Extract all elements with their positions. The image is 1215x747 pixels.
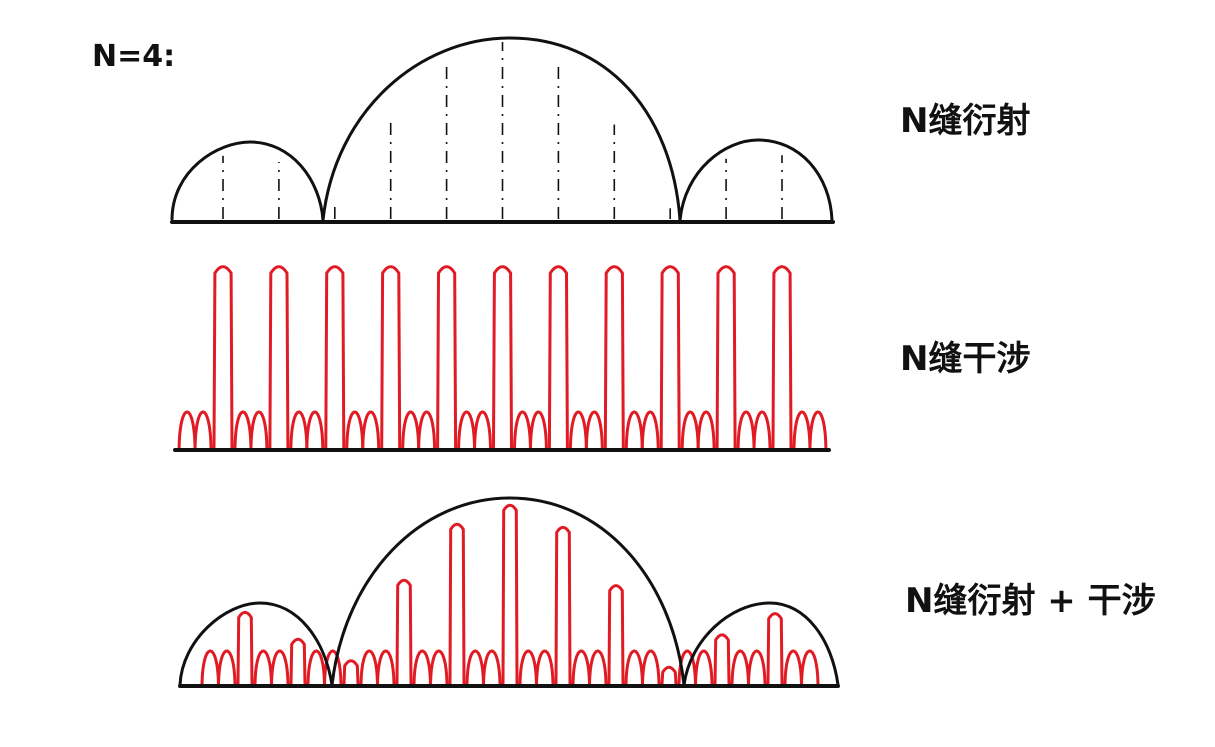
modulated-principal-maximum xyxy=(236,610,254,686)
modulated-principal-maximum xyxy=(395,578,413,686)
modulated-secondary-maximum xyxy=(429,649,449,686)
modulated-secondary-maximum xyxy=(306,649,326,686)
modulated-secondary-maximum xyxy=(200,649,220,686)
secondary-maximum xyxy=(473,410,492,450)
principal-maximum xyxy=(212,265,234,450)
secondary-maximum xyxy=(361,410,381,450)
secondary-maximum xyxy=(177,410,197,450)
modulated-principal-maximum xyxy=(554,525,572,686)
modulated-principal-maximum xyxy=(448,522,466,686)
combined-side-lobe-right xyxy=(682,601,840,686)
secondary-maximum xyxy=(457,410,477,450)
modulated-secondary-maximum xyxy=(323,649,343,686)
combined-label: N缝衍射 + 干涉 xyxy=(905,581,1156,621)
modulated-secondary-maximum xyxy=(412,649,432,686)
secondary-maximum xyxy=(513,410,532,450)
interference-label: N缝干涉 xyxy=(900,339,1030,379)
modulated-secondary-maximum xyxy=(270,649,290,686)
slit-count-label: N=4: xyxy=(92,39,175,74)
modulated-principal-maximum xyxy=(342,659,360,686)
modulated-secondary-maximum xyxy=(518,649,538,686)
secondary-maximum xyxy=(568,410,588,450)
modulated-secondary-maximum xyxy=(694,649,714,686)
modulated-secondary-maximum xyxy=(783,649,803,686)
modulated-secondary-maximum xyxy=(730,649,750,686)
combined-fringes xyxy=(200,503,820,686)
secondary-maximum xyxy=(401,410,421,450)
interference-position-markers xyxy=(222,42,783,219)
principal-maximum xyxy=(436,265,458,450)
principal-maximum xyxy=(268,265,290,450)
modulated-secondary-maximum xyxy=(588,649,608,686)
modulated-secondary-maximum xyxy=(571,649,591,686)
diffraction-label: N缝衍射 xyxy=(900,101,1030,141)
secondary-maximum xyxy=(640,410,660,450)
secondary-maximum xyxy=(584,410,604,450)
secondary-maximum xyxy=(696,410,716,450)
modulated-secondary-maximum xyxy=(624,649,644,686)
principal-maximum xyxy=(659,265,681,450)
principal-maximum xyxy=(603,265,625,450)
secondary-maximum xyxy=(808,410,828,450)
diffraction-central-lobe xyxy=(321,36,682,221)
combined-side-lobe-left xyxy=(178,601,334,686)
secondary-maximum xyxy=(792,410,812,450)
secondary-maximum xyxy=(249,410,269,450)
secondary-maximum xyxy=(417,410,437,450)
modulated-principal-maximum xyxy=(660,665,678,686)
secondary-maximum xyxy=(528,410,548,450)
secondary-maximum xyxy=(289,410,309,450)
secondary-maximum xyxy=(193,410,213,450)
principal-maximum xyxy=(492,265,513,450)
secondary-maximum xyxy=(233,410,253,450)
modulated-principal-maximum xyxy=(713,633,731,686)
modulated-secondary-maximum xyxy=(376,649,396,686)
modulated-secondary-maximum xyxy=(641,649,661,686)
modulated-principal-maximum xyxy=(766,612,784,686)
modulated-principal-maximum xyxy=(501,503,519,686)
interference-fringes xyxy=(177,265,828,450)
diffraction-panel xyxy=(170,36,835,224)
principal-maximum xyxy=(547,265,569,450)
combined-panel xyxy=(178,496,840,688)
modulated-secondary-maximum xyxy=(217,649,237,686)
secondary-maximum xyxy=(680,410,700,450)
modulated-principal-maximum xyxy=(289,637,307,686)
secondary-maximum xyxy=(624,410,644,450)
modulated-principal-maximum xyxy=(607,584,625,686)
principal-maximum xyxy=(324,265,346,450)
secondary-maximum xyxy=(345,410,365,450)
modulated-secondary-maximum xyxy=(535,649,555,686)
diffraction-side-lobe-left xyxy=(170,140,325,221)
secondary-maximum xyxy=(736,410,756,450)
modulated-secondary-maximum xyxy=(465,649,485,686)
principal-maximum xyxy=(715,265,737,450)
modulated-secondary-maximum xyxy=(800,649,820,686)
modulated-secondary-maximum xyxy=(359,649,379,686)
modulated-secondary-maximum xyxy=(747,649,767,686)
modulated-secondary-maximum xyxy=(253,649,273,686)
principal-maximum xyxy=(380,265,402,450)
combined-central-lobe xyxy=(330,496,686,686)
secondary-maximum xyxy=(305,410,325,450)
principal-maximum xyxy=(771,265,793,450)
modulated-secondary-maximum xyxy=(482,649,502,686)
interference-panel xyxy=(173,265,831,452)
diffraction-side-lobe-right xyxy=(678,138,834,221)
secondary-maximum xyxy=(752,410,772,450)
